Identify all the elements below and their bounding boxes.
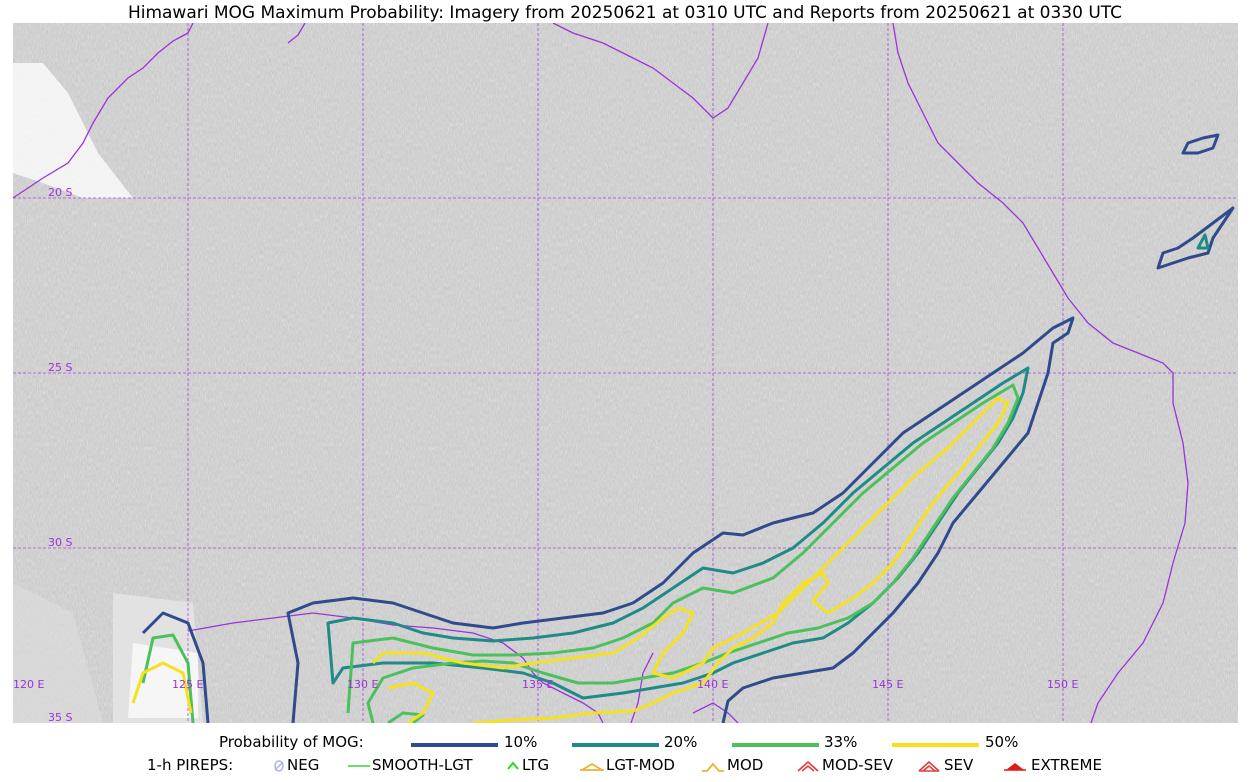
legend-item-33: 33%	[824, 733, 858, 751]
contour-50	[371, 396, 1010, 723]
graticule	[13, 23, 1238, 723]
contour-50-b	[387, 681, 435, 723]
mog-contours	[131, 133, 1235, 723]
legend-item-10: 10%	[504, 733, 538, 751]
lon-label: 145 E	[872, 678, 903, 691]
legend-item-20: 20%	[664, 733, 698, 751]
longitude-labels: 120 E 125 E 130 E 135 E 140 E 145 E 150 E	[13, 678, 1078, 691]
probability-legend: Probability of MOG: 10% 20% 33% 50%	[0, 733, 1250, 755]
pirep-item-sev: SEV	[944, 756, 974, 774]
extreme-icon	[1004, 763, 1026, 771]
swatch-33	[732, 743, 819, 747]
contour-50-c	[131, 661, 193, 714]
ltg-icon	[507, 761, 519, 770]
pirep-item-extreme: EXTREME	[1031, 756, 1102, 774]
mod-sev-icon	[797, 760, 819, 772]
satellite-map: 20 S 25 S 30 S 35 S 120 E 125 E 130 E 135 E 140…	[13, 23, 1238, 723]
map-title: Himawari MOG Maximum Probability: Imager…	[127, 3, 1123, 23]
legend-item-50: 50%	[985, 733, 1019, 751]
pirep-item-lgt-mod: LGT-MOD	[606, 756, 675, 774]
contour-10-c	[1156, 206, 1235, 270]
lgt-mod-icon	[580, 762, 604, 771]
lon-label: 130 E	[347, 678, 378, 691]
mod-icon	[702, 762, 724, 772]
sev-icon	[918, 760, 940, 772]
coastline	[13, 23, 1189, 723]
contour-33-c	[141, 633, 195, 723]
cloud-patches	[13, 63, 203, 723]
pirep-legend-label: 1-h PIREPS:	[147, 756, 234, 774]
contour-10	[286, 316, 1075, 723]
contour-33	[346, 383, 1020, 723]
swatch-50	[892, 743, 979, 747]
pirep-item-neg: NEG	[287, 756, 320, 774]
neg-icon	[274, 760, 284, 772]
lat-label: 35 S	[48, 711, 72, 723]
contour-20	[326, 366, 1030, 700]
lon-label: 140 E	[697, 678, 728, 691]
swatch-20	[572, 743, 659, 747]
pirep-item-smooth-lgt: SMOOTH-LGT	[372, 756, 473, 774]
pirep-item-mod-sev: MOD-SEV	[822, 756, 893, 774]
lon-label: 135 E	[522, 678, 553, 691]
contour-20-b	[1196, 233, 1210, 250]
contour-10-d	[141, 611, 210, 723]
lon-label: 125 E	[172, 678, 203, 691]
pirep-legend: 1-h PIREPS: NEG SMOOTH-LGT LTG LGT-MOD M…	[0, 756, 1250, 778]
contour-10-b	[1181, 133, 1220, 155]
latitude-labels: 20 S 25 S 30 S 35 S	[48, 186, 72, 723]
pirep-item-ltg: LTG	[522, 756, 550, 774]
lon-label: 150 E	[1047, 678, 1078, 691]
lon-label: 120 E	[13, 678, 44, 691]
lat-label: 25 S	[48, 361, 72, 374]
pirep-item-mod: MOD	[727, 756, 764, 774]
swatch-10	[411, 743, 498, 747]
lat-label: 20 S	[48, 186, 72, 199]
probability-legend-label: Probability of MOG:	[219, 733, 364, 751]
smooth-lgt-icon	[348, 765, 370, 767]
contour-33-b	[387, 711, 425, 723]
lat-label: 30 S	[48, 536, 72, 549]
